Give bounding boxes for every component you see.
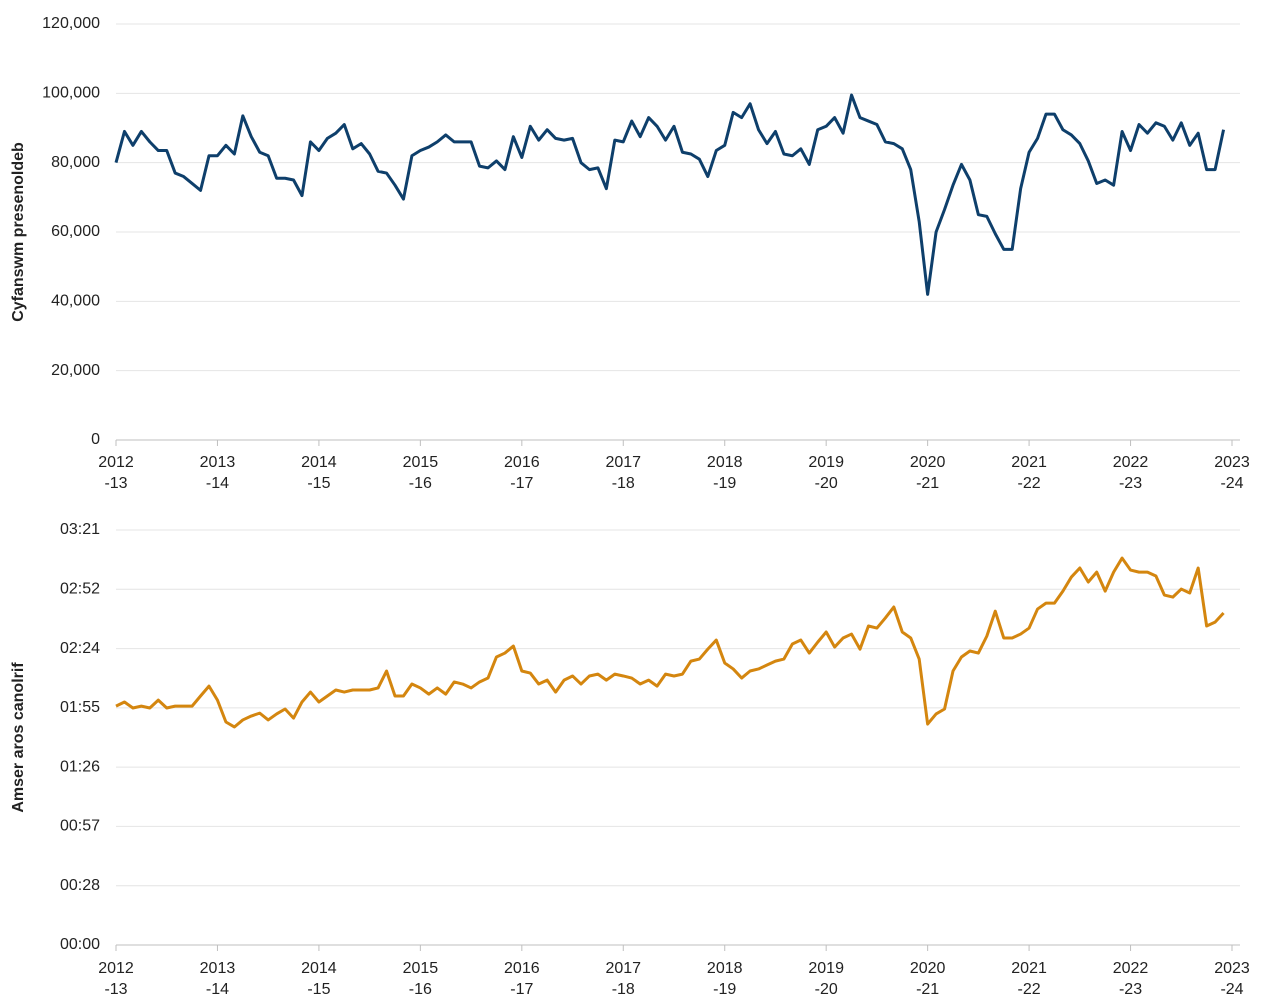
x-tick-label: 2015 -16 — [403, 454, 439, 492]
x-tick-label: 2020 -21 — [910, 454, 946, 492]
x-tick-label: 2020 -21 — [910, 960, 946, 998]
x-tick-label: 2023 -24 — [1214, 454, 1250, 492]
y-tick-label: 80,000 — [51, 154, 100, 171]
line — [114, 93, 1226, 296]
x-tick-label: 2019 -20 — [808, 960, 844, 998]
x-tick-label: 2018 -19 — [707, 960, 743, 998]
y-tick-label: 20,000 — [51, 362, 100, 379]
x-tick-label: 2017 -18 — [605, 454, 641, 492]
x-tick-label: 2017 -18 — [605, 960, 641, 998]
y-tick-label: 03:21 — [60, 521, 100, 538]
x-tick-label: 2022 -23 — [1113, 454, 1149, 492]
y-tick-label: 120,000 — [42, 15, 100, 32]
x-tick-label: 2014 -15 — [301, 454, 337, 492]
x-tick-label: 2022 -23 — [1113, 960, 1149, 998]
y-tick-label: 00:57 — [60, 818, 100, 835]
x-tick-label: 2018 -19 — [707, 454, 743, 492]
y-axis-title: Amser aros canolrif — [10, 662, 27, 813]
y-tick-label: 40,000 — [51, 293, 100, 310]
y-tick-label: 01:55 — [60, 699, 100, 716]
y-tick-label: 01:26 — [60, 758, 100, 775]
x-tick-label: 2014 -15 — [301, 960, 337, 998]
y-tick-label: 60,000 — [51, 223, 100, 240]
line — [115, 556, 1225, 729]
y-tick-label: 100,000 — [42, 85, 100, 102]
x-tick-label: 2013 -14 — [200, 454, 236, 492]
x-tick-label: 2012 -13 — [98, 454, 134, 492]
y-tick-label: 00:28 — [60, 877, 100, 894]
y-tick-label: 02:52 — [60, 581, 100, 598]
y-tick-label: 02:24 — [60, 640, 100, 657]
x-tick-label: 2019 -20 — [808, 454, 844, 492]
x-tick-label: 2015 -16 — [403, 960, 439, 998]
y-tick-label: 0 — [91, 431, 100, 448]
x-tick-label: 2012 -13 — [98, 960, 134, 998]
x-tick-label: 2013 -14 — [200, 960, 236, 998]
x-tick-label: 2021 -22 — [1011, 454, 1047, 492]
x-tick-label: 2021 -22 — [1011, 960, 1047, 998]
y-axis-title: Cyfanswm presenoldeb — [10, 142, 27, 322]
y-tick-label: 00:00 — [60, 936, 100, 953]
x-tick-label: 2016 -17 — [504, 960, 540, 998]
x-tick-label: 2016 -17 — [504, 454, 540, 492]
x-tick-label: 2023 -24 — [1214, 960, 1250, 998]
